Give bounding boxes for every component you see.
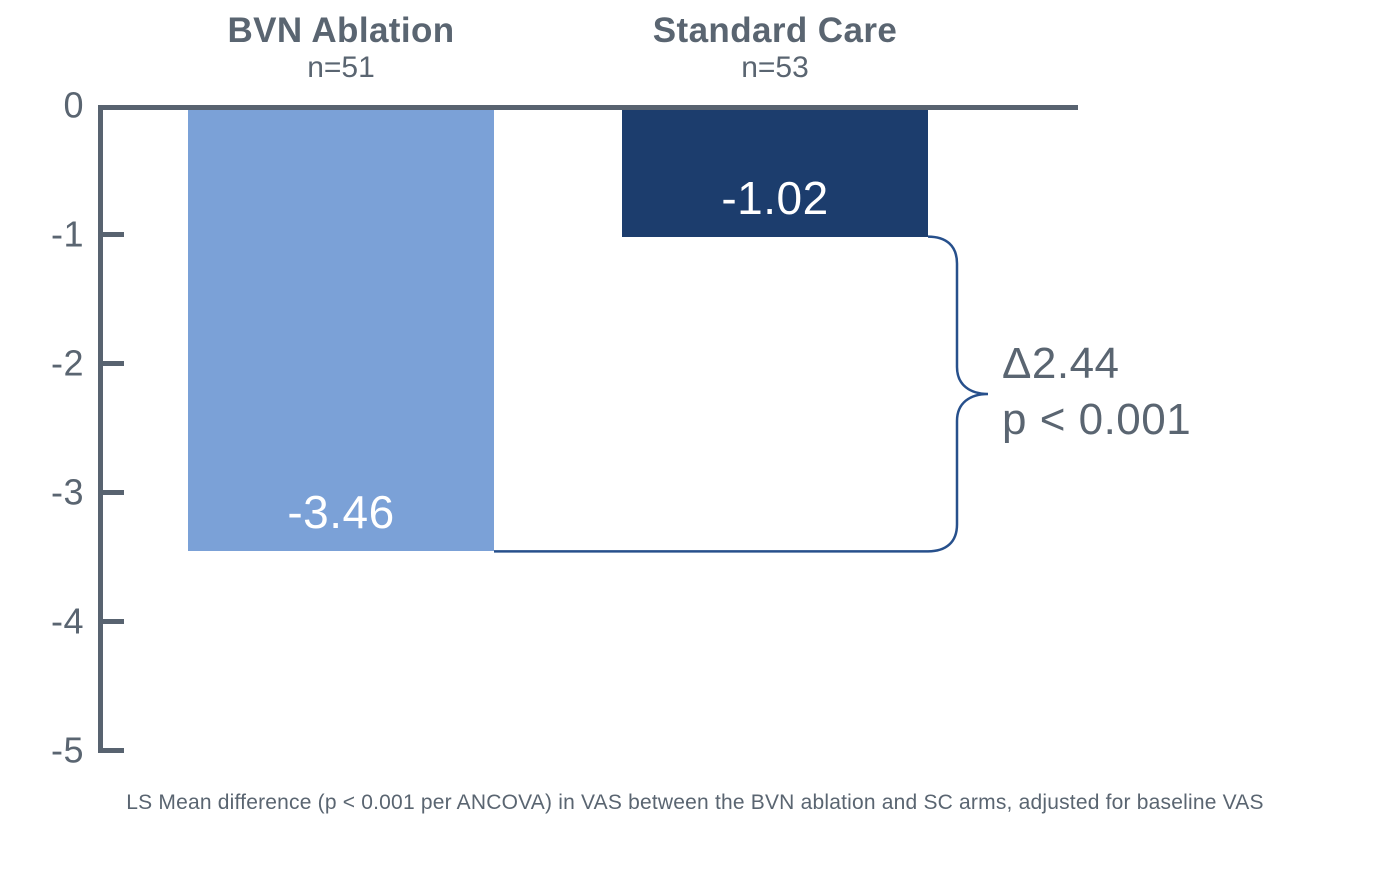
- delta-annotation: Δ2.44 p < 0.001: [1002, 336, 1191, 448]
- n-label-bvn-ablation: n=51: [307, 51, 375, 84]
- y-tick-mark: [103, 232, 124, 237]
- p-value: p < 0.001: [1002, 395, 1192, 444]
- bar-value-label-bvn-ablation: -3.46: [287, 486, 395, 539]
- y-tick-mark: [103, 748, 124, 753]
- y-tick-label: -4: [50, 600, 84, 642]
- y-tick-label: 0: [63, 84, 84, 126]
- bar-standard-care: -1.02: [622, 110, 928, 237]
- n-label-standard-care: n=53: [741, 51, 809, 84]
- y-tick-label: -5: [50, 729, 84, 771]
- y-axis-line: [98, 105, 103, 753]
- bar-bvn-ablation: -3.46: [188, 110, 494, 552]
- y-tick-mark: [103, 619, 124, 624]
- y-tick-label: -3: [50, 471, 84, 513]
- column-header-standard-care: Standard Care n=53: [622, 12, 928, 85]
- y-tick-label: -2: [50, 342, 84, 384]
- delta-value: Δ2.44: [1002, 339, 1120, 388]
- column-header-bvn-ablation: BVN Ablation n=51: [188, 12, 494, 85]
- y-tick-mark: [103, 361, 124, 366]
- brace-path: [494, 235, 989, 553]
- group-label-bvn-ablation: BVN Ablation: [227, 11, 455, 50]
- footnote: LS Mean difference (p < 0.001 per ANCOVA…: [126, 791, 1264, 814]
- group-label-standard-care: Standard Care: [652, 11, 898, 50]
- zero-baseline: [98, 105, 1078, 110]
- bar-value-label-standard-care: -1.02: [721, 171, 829, 224]
- y-tick-mark: [103, 490, 124, 495]
- y-tick-label: -1: [50, 213, 84, 255]
